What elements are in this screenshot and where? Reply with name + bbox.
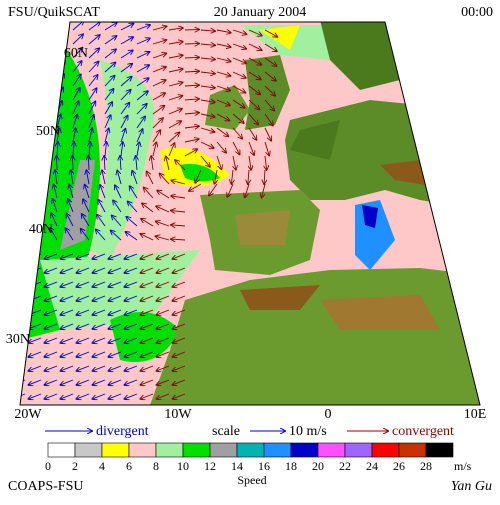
wind-vector (41, 101, 46, 114)
wind-vector (25, 33, 33, 44)
wind-vector (20, 213, 25, 226)
colorbar-label: 20 (312, 459, 324, 473)
colorbar-bin (75, 443, 102, 457)
wind-vector (25, 19, 34, 30)
wind-vector (25, 142, 26, 156)
colorbar-unit: m/s (454, 459, 472, 473)
footer-right: Yan Gu (451, 479, 492, 494)
wind-vector (25, 87, 30, 100)
colorbar-label: 12 (204, 459, 216, 473)
wind-vector (41, 87, 47, 100)
colorbar-title: Speed (237, 473, 266, 487)
wind-vector (41, 20, 50, 30)
wind-vector (22, 184, 25, 198)
wind-vector (12, 296, 25, 301)
wind-vector (25, 73, 31, 86)
colorbar-label: 6 (126, 459, 132, 473)
header-right: 00:00 (461, 5, 493, 20)
wind-vector (72, 156, 73, 170)
lon-label: 10W (164, 407, 192, 422)
legend-scale: scale (212, 424, 240, 439)
wind-vector (41, 142, 42, 156)
colorbar-label: 16 (258, 459, 270, 473)
colorbar-label: 22 (339, 459, 351, 473)
wind-vector (21, 199, 25, 212)
colorbar-bin (156, 443, 183, 457)
colorbar-label: 14 (231, 459, 243, 473)
wind-vector (12, 310, 25, 315)
wind-vector (12, 352, 25, 357)
colorbar-bin (210, 443, 237, 457)
wind-vector (39, 170, 41, 184)
colorbar-bin (345, 443, 372, 457)
lat-label: 60N (64, 46, 88, 61)
wind-vector (25, 46, 33, 58)
colorbar-bin (426, 443, 453, 457)
colorbar-label: 2 (72, 459, 78, 473)
header-center: 20 January 2004 (214, 5, 307, 20)
colorbar-label: 0 (45, 459, 51, 473)
colorbar-label: 26 (393, 459, 405, 473)
wind-vector (185, 29, 199, 30)
colorbar-bin (183, 443, 210, 457)
legend-divergent: divergent (96, 424, 149, 439)
footer-left: COAPS-FSU (8, 479, 83, 494)
colorbar-bin (318, 443, 345, 457)
colorbar-label: 4 (99, 459, 105, 473)
colorbar-bin (372, 443, 399, 457)
legend-scale-value: 10 m/s (289, 424, 327, 439)
colorbar-label: 28 (420, 459, 432, 473)
wind-vector (41, 47, 49, 58)
wind-vector (57, 20, 67, 30)
wind-vector (12, 324, 25, 329)
colorbar-label: 8 (153, 459, 159, 473)
lat-label: 50N (36, 124, 60, 139)
lat-label: 40N (29, 222, 53, 237)
wind-vector (12, 268, 25, 273)
legend-convergent: convergent (392, 424, 454, 439)
wind-vector (41, 33, 50, 44)
lon-label: 10E (464, 407, 487, 422)
wind-vector (25, 128, 27, 142)
wind-vector (41, 74, 48, 86)
wind-vector (23, 170, 25, 184)
wind-vector (57, 34, 66, 44)
wind-vector (25, 114, 28, 128)
lon-label: 20W (14, 407, 42, 422)
wind-vector (25, 101, 29, 114)
wind-vector (37, 199, 41, 212)
colorbar-bin (291, 443, 318, 457)
lat-label: 30N (6, 332, 30, 347)
lon-label: 0 (325, 407, 332, 422)
wind-vector (12, 282, 25, 287)
colorbar-bin (399, 443, 426, 457)
colorbar-bin (48, 443, 75, 457)
wind-vector (38, 184, 41, 198)
wind-vector (12, 254, 25, 259)
wind-vector (12, 366, 25, 371)
map (0, 20, 500, 410)
header-left: FSU/QuikSCAT (8, 5, 100, 20)
colorbar-label: 10 (177, 459, 189, 473)
colorbar-bin (102, 443, 129, 457)
wind-vector (19, 227, 25, 240)
colorbar-bin (237, 443, 264, 457)
colorbar-bin (129, 443, 156, 457)
colorbar-label: 18 (285, 459, 297, 473)
wind-vector (41, 60, 48, 72)
wind-vector (185, 43, 199, 44)
colorbar-bin (264, 443, 291, 457)
colorbar-label: 24 (366, 459, 378, 473)
wind-vector (25, 60, 32, 72)
wind-vector (56, 156, 57, 170)
